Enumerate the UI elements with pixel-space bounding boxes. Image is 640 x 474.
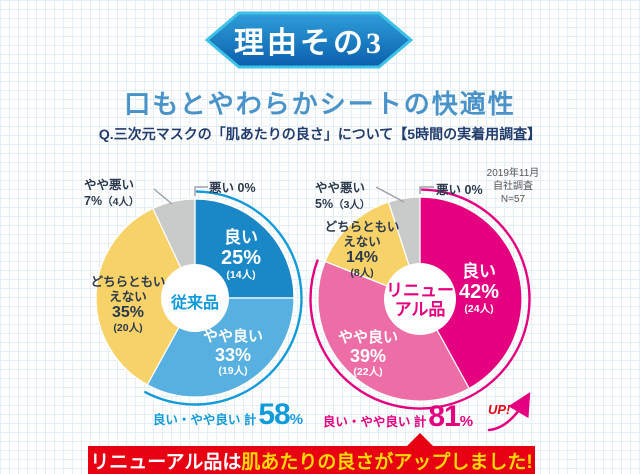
label-bad-right: 悪い 0% [436,182,483,198]
highlight-arc [144,190,303,406]
survey-note: 2019年11月 自社調査 N=57 [477,167,549,206]
slice-name: 悪い [209,181,235,195]
slice-count: （3人） [333,199,371,211]
slice-pct: 35% [111,304,145,321]
reason-badge: 理由その3 [205,10,413,70]
total-unit: % [459,413,474,430]
slice-name: 良い [224,228,258,247]
banner-text-yellow: 肌あたりの良さがアップしました! [241,451,533,473]
pie-slice [419,196,523,390]
label-good-left: 良い 25% (14人) [203,228,279,282]
label-somewhat-good-left: やや良い 33% (19人) [189,328,277,378]
slice-pct: 5% [315,197,334,211]
slice-pct: 14% [345,249,379,266]
slice-count: (24人) [464,303,494,315]
label-bad-left: 悪い 0% [209,180,256,196]
slice-count: (8人) [350,267,374,279]
total-value: 58 [258,398,290,431]
slice-pct: 33% [214,345,252,365]
up-arrow-icon [487,392,531,432]
banner-pointer [407,433,433,446]
label-neutral-left: どちらともいえない 35% (20人) [86,275,170,335]
total-value: 81 [428,400,460,433]
slice-name: やや悪い [84,178,135,192]
up-label: UP! [488,402,511,417]
slice-pct: 39% [349,346,387,366]
donut-center-label-conventional: 従来品 [170,295,219,312]
slice-count: (22人) [353,366,383,378]
slice-name: やや良い [202,328,263,345]
banner-text-white: リニューアル品は [90,451,242,473]
slice-name: 悪い [436,183,462,197]
leader-line-somewhat-bad [153,188,173,205]
reason-badge-label: 理由その3 [234,27,384,60]
total-label: 良い・やや良い 計 [152,413,257,427]
label-neutral-right: どちらともいえない 14% (8人) [320,220,404,280]
total-good-left: 良い・やや良い 計 58 % [116,398,340,432]
slice-pct: 42% [458,281,500,303]
label-somewhat-bad-right: やや悪い 5%（3人） [315,180,370,213]
survey-question: Q.三次元マスクの「肌あたりの良さ」について【5時間の実着用調査】 [98,126,542,142]
leader-line-bad [419,186,434,194]
reason-badge-shape [205,11,413,69]
slice-pct: 7% [84,194,103,208]
slice-count: (20人) [113,322,143,334]
slice-name: 良い [462,262,496,281]
slice-count: (19人) [218,365,248,377]
highlight-arc [309,188,531,410]
pie-chart-renewed [309,186,531,410]
slice-count: (14人) [226,269,256,281]
total-label: 良い・やや良い 計 [322,415,427,429]
slice-name: どちらともいえない [324,220,400,249]
total-unit: % [289,411,304,428]
slice-name: やや良い [337,329,398,346]
slice-pct: 0% [237,181,256,195]
label-somewhat-bad-left: やや悪い 7%（4人） [84,177,139,210]
pie-slice [194,198,295,299]
slice-pct: 0% [464,183,483,197]
survey-note-source: 自社調査 [493,181,533,192]
slice-name: どちらともいえない [90,275,166,304]
slice-pct: 25% [220,247,262,269]
page-title: 口もとやわらかシートの快適性 [124,90,516,119]
label-good-right: 良い 42% (24人) [441,262,517,316]
pie-slice [317,260,470,402]
leader-line-somewhat-bad [375,186,405,203]
slice-name: やや悪い [315,181,366,195]
donut-hole [161,264,229,332]
donut-center-label-renewed: リニュー アル品 [386,281,454,319]
pie-slice [95,207,196,386]
survey-note-n: N=57 [500,194,526,205]
pie-chart-conventional [95,186,303,406]
conclusion-banner: リニューアル品は 肌あたりの良さがアップしました! [88,446,535,474]
leader-line-bad [194,186,208,196]
label-somewhat-good-right: やや良い 39% (22人) [325,329,411,379]
donut-hole [384,263,456,335]
slice-count: （4人） [102,196,140,208]
survey-note-date: 2019年11月 [486,168,540,179]
total-good-right: 良い・やや良い 計 81 % [286,400,510,434]
